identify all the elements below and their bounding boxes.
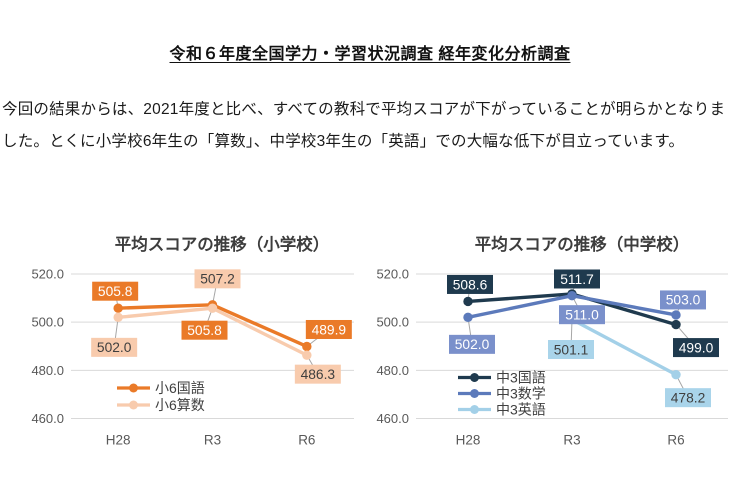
legend-marker-dot bbox=[470, 373, 479, 382]
data-label-value: 478.2 bbox=[671, 390, 706, 405]
data-label-value: 508.6 bbox=[453, 277, 488, 292]
x-axis-tick-label: H28 bbox=[106, 433, 131, 448]
data-label-box bbox=[91, 337, 138, 357]
data-point-marker bbox=[302, 341, 312, 352]
data-label-box bbox=[449, 334, 495, 354]
middle-school-chart: 520.0 500.0 480.0 460.0 H28 R3 R6 508.6 511.7 499… bbox=[376, 234, 728, 448]
legend-item: 小6国語 bbox=[117, 380, 205, 396]
data-label-value: 511.0 bbox=[565, 307, 599, 322]
data-point-marker bbox=[671, 310, 681, 320]
legend-marker-dot bbox=[470, 389, 479, 398]
x-axis-tick-label: R3 bbox=[204, 433, 221, 448]
y-axis-tick-label: 520.0 bbox=[31, 267, 64, 282]
legend-marker-dot bbox=[470, 405, 479, 414]
legend-item: 中3数学 bbox=[458, 385, 546, 401]
y-axis-tick-label: 500.0 bbox=[376, 315, 409, 330]
data-label-box bbox=[181, 320, 228, 340]
data-label-value: 503.0 bbox=[666, 293, 701, 308]
data-label-value: 486.3 bbox=[301, 367, 336, 382]
data-label-value: 502.0 bbox=[455, 337, 490, 352]
document-title: 令和６年度全国学力・学習状況調査 経年変化分析調査 bbox=[169, 46, 571, 63]
y-axis-tick-label: 520.0 bbox=[376, 267, 409, 282]
legend-item: 小6算数 bbox=[117, 397, 205, 413]
data-label-value: 489.9 bbox=[312, 322, 347, 337]
document-body-text: 今回の結果からは、2021年度と比べ、すべての教科で平均スコアが下がっていること… bbox=[2, 101, 726, 150]
data-point-marker bbox=[671, 369, 681, 380]
data-label-box bbox=[92, 281, 139, 301]
data-label-box bbox=[554, 269, 600, 289]
legend-label: 中3英語 bbox=[496, 401, 546, 417]
y-axis-tick-label: 480.0 bbox=[376, 363, 409, 378]
data-label-box bbox=[673, 338, 719, 358]
data-point-marker bbox=[671, 319, 681, 330]
data-label-box bbox=[305, 319, 352, 339]
y-axis-tick-label: 460.0 bbox=[376, 411, 409, 426]
data-point-marker bbox=[463, 312, 473, 323]
legend-label: 小6算数 bbox=[155, 397, 205, 413]
data-label-box bbox=[447, 274, 493, 294]
data-point-marker bbox=[207, 303, 218, 313]
legend-item: 中3英語 bbox=[458, 401, 546, 417]
data-point-marker bbox=[463, 296, 473, 307]
y-axis-tick-label: 500.0 bbox=[31, 315, 64, 330]
y-axis-tick-label: 460.0 bbox=[31, 411, 64, 426]
x-axis-tick-label: R6 bbox=[667, 433, 684, 448]
data-label-box bbox=[665, 388, 711, 408]
elementary-school-chart: 520.0 500.0 480.0 460.0 H28 R3 R6 505.8 507.2 489… bbox=[31, 234, 354, 448]
data-label-box bbox=[294, 364, 341, 384]
data-point-marker bbox=[567, 290, 577, 301]
legend-marker-dot bbox=[129, 400, 138, 410]
series-line bbox=[570, 317, 678, 377]
data-label-value: 511.7 bbox=[560, 272, 594, 287]
data-label-box bbox=[559, 305, 605, 325]
data-point-marker bbox=[302, 350, 312, 360]
data-label-value: 502.0 bbox=[97, 340, 132, 355]
data-label-value: 499.0 bbox=[679, 340, 714, 355]
data-label-value: 505.8 bbox=[187, 323, 222, 338]
data-point-marker bbox=[113, 303, 123, 313]
x-axis-tick-label: R6 bbox=[298, 433, 315, 448]
legend-label: 中3数学 bbox=[496, 385, 546, 401]
data-label-box bbox=[548, 340, 594, 360]
legend-label: 中3国語 bbox=[496, 369, 546, 385]
x-axis-tick-label: R3 bbox=[563, 433, 580, 448]
data-label-box bbox=[194, 269, 241, 289]
x-axis-tick-label: H28 bbox=[456, 433, 481, 448]
data-point-marker bbox=[113, 312, 123, 323]
y-axis-tick-label: 480.0 bbox=[31, 363, 64, 378]
score-trend-charts: 520.0 500.0 480.0 460.0 H28 R3 R6 505.8 507.2 489… bbox=[31, 234, 728, 448]
chart-title: 平均スコアの推移（小学校） bbox=[115, 234, 330, 254]
legend-label: 小6国語 bbox=[155, 380, 205, 396]
legend-marker-dot bbox=[129, 383, 138, 393]
legend-item: 中3国語 bbox=[458, 369, 546, 385]
chart-title: 平均スコアの推移（中学校） bbox=[475, 234, 690, 254]
data-label-box bbox=[660, 290, 706, 310]
data-label-value: 507.2 bbox=[200, 272, 235, 287]
data-label-value: 505.8 bbox=[98, 284, 133, 299]
data-label-value: 501.1 bbox=[554, 342, 589, 357]
